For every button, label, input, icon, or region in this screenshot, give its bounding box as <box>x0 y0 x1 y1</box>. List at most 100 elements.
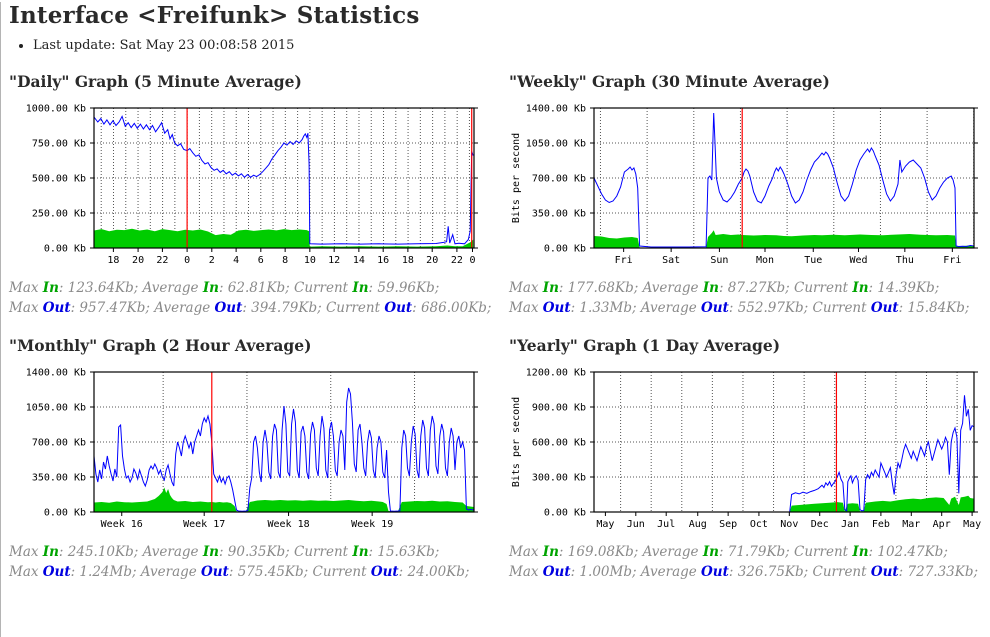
x-tick-label: 6 <box>258 255 264 266</box>
y-tick-label: 0.00 Kb <box>44 507 86 518</box>
stat-value: : 245.10Kb; <box>58 543 143 560</box>
stat-value: : 71.79Kb; <box>718 543 795 560</box>
x-tick-label: Mon <box>756 255 774 266</box>
stat-value: : 1.33Mb; <box>570 300 641 317</box>
update-list: Last update: Sat May 23 00:08:58 2015 <box>1 38 990 53</box>
x-tick-label: 10 <box>304 255 316 266</box>
stat-label: Max <box>509 280 543 296</box>
monthly-graph-stats: Max In: 245.10Kb; Average In: 90.35Kb; C… <box>9 542 509 583</box>
stat-label: Average <box>154 300 215 317</box>
x-tick-label: 14 <box>353 255 365 266</box>
out-keyword: Out <box>384 300 413 317</box>
stat-value: : 686.00Kb; <box>412 300 492 317</box>
out-keyword: Out <box>42 563 71 580</box>
stat-label: Current <box>812 300 871 317</box>
out-traffic-line <box>93 115 474 245</box>
y-tick-label: 300.00 Kb <box>532 472 586 483</box>
stat-label: Average <box>140 563 202 580</box>
in-keyword: In <box>42 280 59 296</box>
out-keyword: Out <box>42 300 71 317</box>
in-keyword: In <box>352 280 369 296</box>
in-keyword: In <box>202 280 219 296</box>
stat-label: Current <box>794 280 853 296</box>
x-tick-label: 18 <box>107 255 119 266</box>
x-tick-label: Fri <box>615 255 633 266</box>
weekly-graph-image: 1400.00 Kb 1050.00 Kb 700.00 Kb 350.00 Kb 0.… <box>509 102 990 270</box>
x-tick-label: Fri <box>943 255 961 266</box>
stat-label: Max <box>9 300 43 317</box>
stat-value: : 177.68Kb; <box>558 280 643 296</box>
yearly-graph-section: "Yearly" Graph (1 Day Average) 1200.00 K… <box>509 319 990 583</box>
in-keyword: In <box>542 280 559 296</box>
monthly-graph-section: "Monthly" Graph (2 Hour Average) 1400.00… <box>9 319 509 583</box>
x-tick-label: 22 <box>156 255 168 266</box>
out-stats-line: Max Out: 957.47Kb; Average Out: 394.79Kb… <box>9 298 509 318</box>
daily-graph-image: 1000.00 Kb 750.00 Kb 500.00 Kb 250.00 Kb 0.0… <box>9 102 509 270</box>
stat-value: : 169.08Kb; <box>558 543 643 560</box>
weekly-graph-title: "Weekly" Graph (30 Minute Average) <box>509 72 830 91</box>
x-tick-label: 20 <box>132 255 144 266</box>
in-keyword: In <box>352 543 369 560</box>
x-tick-label: Mar <box>902 519 920 530</box>
x-tick-label: 0 <box>469 255 475 266</box>
y-tick-label: 350.00 Kb <box>532 209 586 220</box>
stat-label: Max <box>509 543 543 560</box>
stat-label: Max <box>9 280 43 296</box>
y-axis-title: Bits per second <box>511 133 522 223</box>
in-keyword: In <box>702 280 719 296</box>
stat-value: : 15.63Kb; <box>368 543 440 560</box>
x-tick-label: 4 <box>233 255 239 266</box>
y-tick-label: 0.00 Kb <box>44 244 86 255</box>
stat-value: : 87.27Kb; <box>718 280 795 296</box>
in-stats-line: Max In: 177.68Kb; Average In: 87.27Kb; C… <box>509 278 990 298</box>
x-tick-label: 20 <box>426 255 438 266</box>
x-tick-label: Sun <box>710 255 728 266</box>
stat-label: Current <box>294 543 353 560</box>
y-tick-label: 750.00 Kb <box>32 139 86 150</box>
out-keyword: Out <box>701 300 729 317</box>
y-axis-title: Bits per second <box>511 396 522 486</box>
x-tick-label: Dec <box>811 519 829 530</box>
out-stats-line: Max Out: 1.00Mb; Average Out: 326.75Kb; … <box>509 562 990 582</box>
stat-label: Average <box>640 300 702 317</box>
stat-label: Max <box>9 543 43 560</box>
out-traffic-line <box>594 394 975 512</box>
stat-value: : 727.33Kb; <box>898 563 979 580</box>
y-tick-label: 500.00 Kb <box>32 174 86 185</box>
stat-value: : 90.35Kb; <box>218 543 295 560</box>
in-keyword: In <box>202 543 219 560</box>
y-tick-label: 900.00 Kb <box>532 402 586 413</box>
stat-label: Current <box>294 280 353 296</box>
y-tick-label: 700.00 Kb <box>532 174 586 185</box>
monthly-graph-title: "Monthly" Graph (2 Hour Average) <box>9 335 312 355</box>
in-keyword: In <box>702 543 719 560</box>
stat-label: Current <box>794 543 853 560</box>
stat-value: : 15.84Kb; <box>898 300 970 317</box>
out-keyword: Out <box>542 300 571 317</box>
y-tick-label: 350.00 Kb <box>32 472 86 483</box>
x-tick-label: Week 19 <box>351 519 393 530</box>
x-tick-label: 8 <box>282 255 288 266</box>
stat-label: Average <box>642 280 703 296</box>
y-tick-label: 1400.00 Kb <box>526 104 586 115</box>
stat-label: Average <box>142 543 203 560</box>
x-tick-label: Week 18 <box>267 519 309 530</box>
out-keyword: Out <box>370 563 399 580</box>
stat-value: : 59.96Kb; <box>368 280 440 296</box>
x-tick-label: Aug <box>689 519 707 530</box>
daily-graph-stats: Max In: 123.64Kb; Average In: 62.81Kb; C… <box>9 278 509 319</box>
stat-value: : 957.47Kb; <box>70 300 155 317</box>
daily-graph-title: "Daily" Graph (5 Minute Average) <box>9 72 302 91</box>
out-keyword: Out <box>214 300 243 317</box>
x-tick-label: May <box>596 519 614 530</box>
x-tick-label: 0 <box>184 255 190 266</box>
out-stats-line: Max Out: 1.33Mb; Average Out: 552.97Kb; … <box>509 298 990 318</box>
y-tick-label: 600.00 Kb <box>532 437 586 448</box>
in-traffic-area <box>594 495 974 512</box>
graphs-grid: "Daily" Graph (5 Minute Average) 10 0 0.00… <box>1 55 990 582</box>
stat-label: Average <box>642 543 703 560</box>
daily-graph-section: "Daily" Graph (5 Minute Average) 10 0 0.00… <box>9 55 509 319</box>
x-tick-label: Oct <box>750 519 768 530</box>
stat-value: : 394.79Kb; <box>242 300 326 317</box>
in-stats-line: Max In: 169.08Kb; Average In: 71.79Kb; C… <box>509 542 990 562</box>
